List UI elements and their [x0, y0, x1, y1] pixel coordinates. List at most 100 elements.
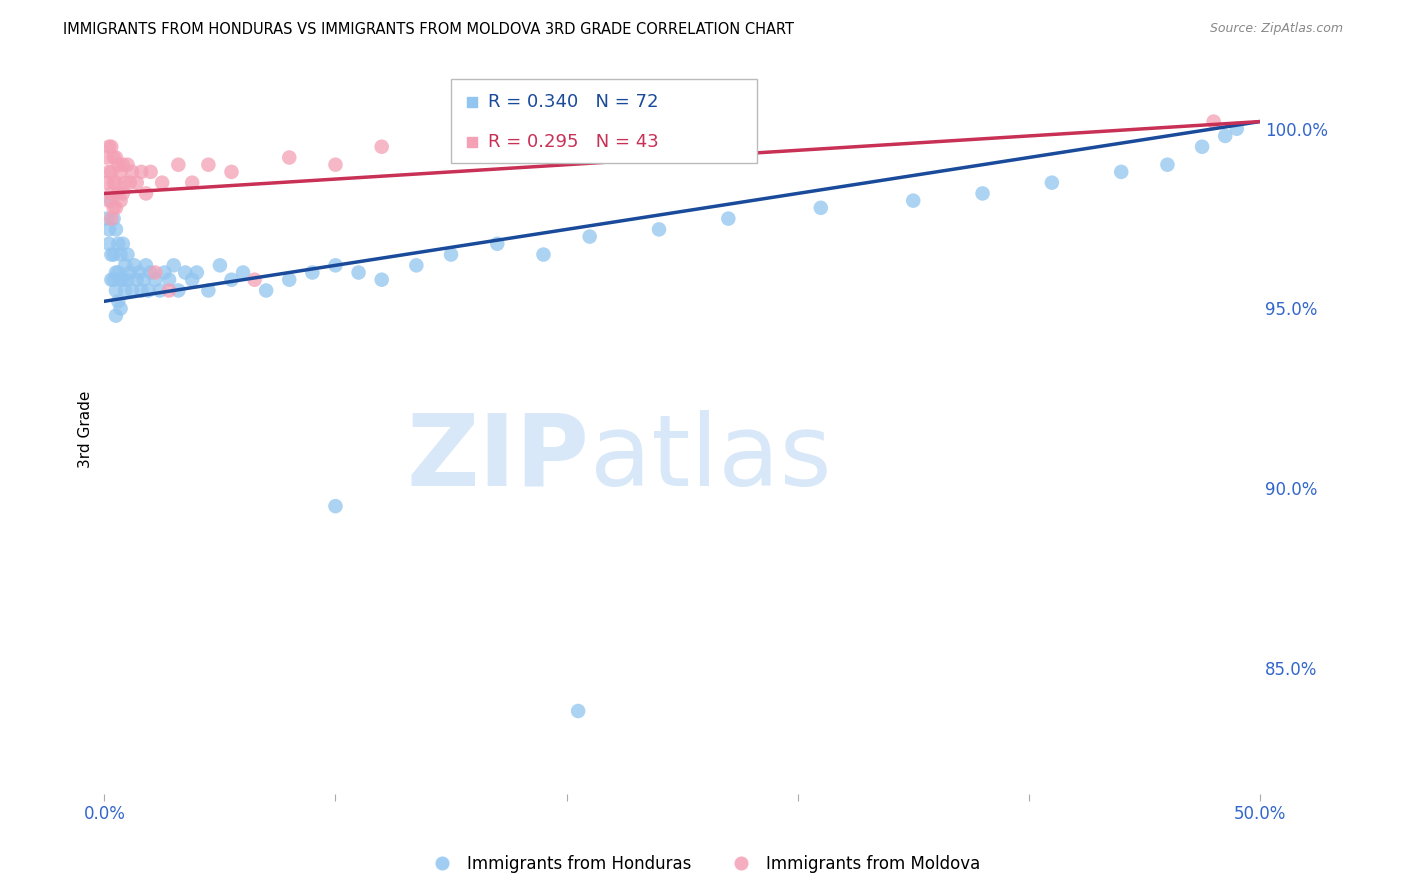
Point [103, 151, 125, 165]
Point [100, 247, 122, 261]
Point [139, 266, 162, 280]
Point [96, 151, 118, 165]
Point [111, 236, 134, 251]
Point [181, 176, 204, 190]
Point [440, 247, 463, 261]
Point [100, 139, 122, 153]
Point [828, 310, 851, 324]
Point [135, 258, 157, 272]
Point [107, 266, 129, 280]
Point [278, 151, 301, 165]
Point [98, 194, 121, 208]
Point [110, 301, 132, 316]
Point [110, 247, 132, 261]
Point [1202, 114, 1225, 128]
Point [125, 176, 148, 190]
Point [104, 176, 127, 190]
Point [103, 273, 125, 287]
Point [103, 211, 125, 226]
Point [695, 128, 717, 143]
Point [132, 273, 155, 287]
Point [325, 158, 347, 172]
Point [110, 165, 132, 179]
Point [828, 503, 851, 517]
Point [301, 266, 323, 280]
Point [100, 194, 122, 208]
Point [100, 165, 122, 179]
Point [125, 273, 148, 287]
Point [100, 186, 122, 201]
Point [143, 266, 166, 280]
Point [903, 194, 925, 208]
Point [135, 186, 157, 201]
FancyBboxPatch shape [451, 78, 758, 162]
Point [181, 273, 204, 287]
Point [347, 266, 370, 280]
Point [1156, 158, 1178, 172]
Point [578, 229, 600, 244]
Point [100, 211, 122, 226]
Point [810, 201, 832, 215]
Point [463, 139, 485, 153]
Point [103, 247, 125, 261]
Point [98, 222, 121, 236]
Point [111, 273, 134, 287]
Text: Source: ZipAtlas.com: Source: ZipAtlas.com [1209, 22, 1343, 36]
Point [131, 165, 153, 179]
Point [104, 151, 127, 165]
Point [103, 176, 125, 190]
Point [254, 284, 277, 298]
Point [405, 258, 427, 272]
Point [278, 273, 301, 287]
Point [118, 176, 141, 190]
Text: R = 0.340   N = 72: R = 0.340 N = 72 [488, 93, 658, 112]
Point [107, 236, 129, 251]
Point [117, 247, 139, 261]
Point [121, 165, 143, 179]
Point [325, 499, 347, 513]
Point [121, 284, 143, 298]
Point [221, 273, 243, 287]
Point [157, 273, 180, 287]
Point [124, 258, 146, 272]
Point [114, 176, 136, 190]
Point [117, 158, 139, 172]
Point [98, 139, 121, 153]
Point [104, 266, 127, 280]
Point [98, 165, 121, 179]
Point [139, 165, 162, 179]
Point [167, 284, 190, 298]
Point [128, 266, 150, 280]
Point [150, 176, 173, 190]
Point [717, 211, 740, 226]
Point [243, 273, 266, 287]
Point [111, 186, 134, 201]
Point [648, 222, 671, 236]
Text: atlas: atlas [589, 409, 831, 507]
Point [96, 211, 118, 226]
Point [104, 284, 127, 298]
Text: IMMIGRANTS FROM HONDURAS VS IMMIGRANTS FROM MOLDOVA 3RD GRADE CORRELATION CHART: IMMIGRANTS FROM HONDURAS VS IMMIGRANTS F… [63, 22, 794, 37]
Point [221, 165, 243, 179]
Point [98, 236, 121, 251]
Point [118, 266, 141, 280]
Point [174, 266, 197, 280]
Point [972, 186, 994, 201]
Point [136, 284, 159, 298]
Point [100, 273, 122, 287]
Point [104, 222, 127, 236]
Point [232, 266, 254, 280]
Point [486, 236, 509, 251]
Point [533, 247, 555, 261]
Point [104, 201, 127, 215]
Point [103, 201, 125, 215]
Point [104, 309, 127, 323]
Point [1109, 165, 1132, 179]
Point [197, 158, 219, 172]
Point [117, 273, 139, 287]
Point [107, 158, 129, 172]
Point [110, 273, 132, 287]
Point [370, 139, 392, 153]
Point [114, 284, 136, 298]
Point [325, 258, 347, 272]
